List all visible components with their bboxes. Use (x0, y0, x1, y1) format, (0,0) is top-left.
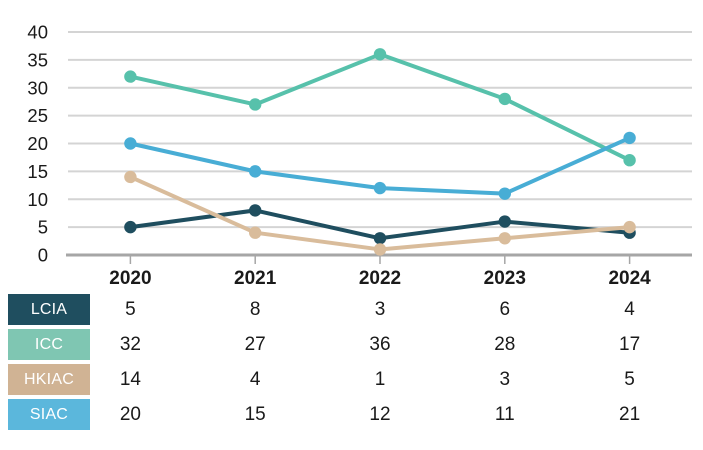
data-point-siac-2023 (498, 187, 511, 200)
y-axis-tick-label: 0 (38, 245, 48, 266)
data-point-hkiac-2024 (623, 220, 636, 234)
arbitration-cases-line-chart: 0 5 10 15 20 25 30 35 40 2020 2021 2022 2023 2024 (27, 22, 692, 289)
table-cell-icc-2021: 27 (244, 334, 266, 355)
line-chart-canvas: 0 5 10 15 20 25 30 35 40 2020 2021 2022 2023 2024 (27, 22, 692, 289)
table-cell-hkiac-2024: 5 (624, 369, 635, 390)
table-cell-icc-2024: 17 (619, 334, 641, 355)
y-axis-tick-label: 20 (27, 133, 48, 154)
data-point-icc-2024 (623, 154, 636, 167)
table-cell-lcia-2020: 5 (125, 299, 136, 320)
table-cell-lcia-2021: 8 (249, 299, 261, 320)
table-row-lcia: LCIA 5 8 3 6 4 (0, 294, 703, 325)
table-cell-icc-2023: 28 (494, 334, 516, 355)
table-cell-siac-2020: 20 (119, 404, 141, 425)
data-point-lcia-2021 (249, 204, 262, 217)
data-point-hkiac-2023 (498, 232, 511, 245)
table-cell-icc-2020: 32 (119, 334, 141, 355)
table-row-hkiac: HKIAC 14 4 1 3 5 (0, 364, 703, 395)
data-point-icc-2021 (249, 98, 262, 111)
x-axis-tick-label: 2022 (359, 268, 401, 289)
legend-chip-icc: ICC (8, 329, 90, 360)
data-point-siac-2024 (623, 131, 636, 145)
data-point-siac-2020 (124, 137, 137, 150)
table-cell-icc-2022: 36 (369, 334, 391, 355)
y-axis-tick-label: 15 (27, 161, 48, 182)
table-cell-siac-2022: 12 (369, 404, 391, 425)
table-cell-hkiac-2021: 4 (249, 369, 261, 390)
data-point-lcia-2022 (373, 232, 387, 245)
table-cell-hkiac-2020: 14 (119, 369, 141, 390)
data-point-icc-2022 (373, 48, 387, 61)
table-cell-siac-2024: 21 (619, 404, 641, 425)
table-cell-hkiac-2023: 3 (499, 369, 511, 390)
y-axis-tick-label: 30 (27, 77, 48, 98)
x-axis-tick-label: 2023 (484, 268, 526, 289)
data-point-siac-2022 (373, 181, 387, 195)
table-row-siac: SIAC 20 15 12 11 21 (0, 399, 703, 430)
legend-chip-siac: SIAC (8, 399, 90, 430)
table-cell-siac-2023: 11 (494, 404, 515, 425)
data-point-lcia-2023 (498, 215, 511, 228)
table-cell-lcia-2023: 6 (499, 299, 511, 320)
table-cell-lcia-2022: 3 (374, 299, 386, 320)
y-axis-tick-label: 10 (27, 189, 48, 210)
table-cell-hkiac-2022: 1 (374, 369, 386, 390)
data-point-hkiac-2022 (373, 243, 387, 256)
x-axis-tick-label: 2024 (608, 268, 651, 289)
table-cell-lcia-2024: 4 (624, 299, 635, 320)
table-cell-siac-2021: 15 (244, 404, 266, 425)
y-axis-tick-label: 40 (27, 22, 48, 43)
y-axis-tick-label: 5 (38, 217, 48, 238)
legend-chip-lcia: LCIA (8, 294, 90, 325)
legend-chip-hkiac: HKIAC (8, 364, 90, 395)
data-point-icc-2020 (124, 70, 137, 83)
data-point-icc-2023 (498, 92, 511, 106)
data-point-lcia-2020 (124, 220, 137, 234)
data-point-hkiac-2021 (249, 226, 262, 239)
x-axis-tick-label: 2020 (109, 268, 151, 289)
data-point-hkiac-2020 (124, 170, 137, 184)
table-row-icc: ICC 32 27 36 28 17 (0, 329, 703, 360)
data-table: LCIA 5 8 3 6 4 ICC 32 27 36 28 17 HKIAC 14 4 1 3 5 SIAC 20 1… (0, 294, 703, 444)
x-axis-tick-label: 2021 (234, 268, 277, 289)
data-point-siac-2021 (249, 165, 262, 178)
y-axis-tick-label: 35 (27, 49, 48, 70)
y-axis-tick-label: 25 (27, 105, 48, 126)
